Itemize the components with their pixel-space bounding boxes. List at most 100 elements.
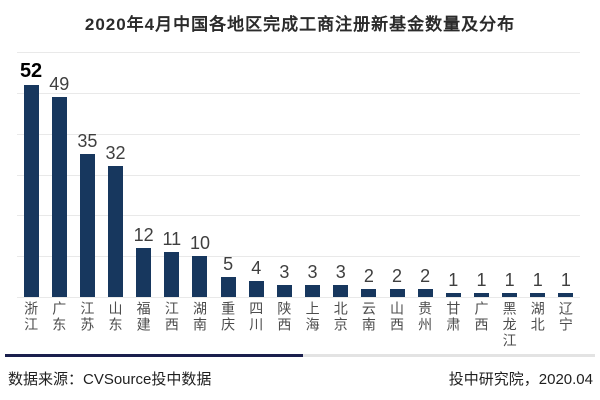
x-label: 福建 bbox=[135, 301, 152, 333]
value-label: 1 bbox=[532, 269, 543, 290]
value-label: 2 bbox=[392, 265, 403, 286]
x-label-cell: 重庆 bbox=[214, 301, 242, 349]
bar-column: 3 bbox=[270, 52, 298, 297]
bar-column: 3 bbox=[298, 52, 326, 297]
x-label-cell: 广西 bbox=[467, 301, 495, 349]
bar-column: 1 bbox=[496, 52, 524, 297]
bar bbox=[333, 284, 349, 297]
x-label-cell: 陕西 bbox=[270, 301, 298, 349]
value-label: 11 bbox=[162, 229, 182, 250]
gridline bbox=[17, 215, 580, 217]
bar bbox=[108, 166, 124, 297]
plot-area: 52 49 35 32 12 11 10 5 4 3 3 3 2 2 2 1 1 1 1 1 bbox=[17, 52, 580, 298]
bar-column: 49 bbox=[45, 52, 73, 297]
x-label-cell: 黑龙江 bbox=[496, 301, 524, 349]
bar-column: 11 bbox=[158, 52, 186, 297]
value-label: 2 bbox=[363, 265, 374, 286]
bar-column: 1 bbox=[552, 52, 580, 297]
x-label: 广东 bbox=[51, 301, 68, 333]
value-label: 52 bbox=[19, 59, 43, 82]
x-label: 山西 bbox=[389, 301, 406, 333]
x-label-cell: 四川 bbox=[242, 301, 270, 349]
value-label: 12 bbox=[133, 225, 154, 245]
bar-column: 1 bbox=[467, 52, 495, 297]
x-label-cell: 上海 bbox=[298, 301, 326, 349]
value-label: 10 bbox=[189, 233, 210, 254]
bar bbox=[23, 84, 39, 297]
bar-column: 35 bbox=[73, 52, 101, 297]
x-label-cell: 江西 bbox=[158, 301, 186, 349]
bar bbox=[558, 292, 574, 297]
x-label-cell: 浙江 bbox=[17, 301, 45, 349]
bar bbox=[220, 276, 236, 297]
gridline bbox=[17, 52, 580, 53]
bar bbox=[473, 292, 489, 297]
bar-column: 3 bbox=[327, 52, 355, 297]
x-label: 湖北 bbox=[529, 301, 546, 333]
bar-column: 2 bbox=[355, 52, 383, 297]
gridline bbox=[17, 133, 580, 135]
bar bbox=[276, 284, 292, 297]
value-label: 3 bbox=[279, 261, 290, 282]
x-label: 上海 bbox=[304, 301, 321, 333]
x-label: 四川 bbox=[248, 301, 265, 333]
gridline bbox=[17, 92, 580, 94]
bar-column: 4 bbox=[242, 52, 270, 297]
bar-column: 12 bbox=[130, 52, 158, 297]
bar bbox=[445, 292, 461, 297]
value-label: 1 bbox=[448, 269, 459, 290]
value-label: 49 bbox=[49, 73, 70, 94]
bar bbox=[530, 292, 546, 297]
gridline bbox=[17, 297, 580, 298]
chart-title: 2020年4月中国各地区完成工商注册新基金数量及分布 bbox=[84, 15, 516, 34]
bar bbox=[51, 96, 67, 297]
bar bbox=[136, 248, 152, 297]
x-label-cell: 湖南 bbox=[186, 301, 214, 349]
x-label-cell: 广东 bbox=[45, 301, 73, 349]
value-label: 4 bbox=[251, 257, 262, 278]
x-label-cell: 湖北 bbox=[524, 301, 552, 349]
x-label-cell: 福建 bbox=[130, 301, 158, 349]
bar bbox=[389, 288, 405, 297]
x-label: 广西 bbox=[473, 301, 490, 333]
x-label: 浙江 bbox=[23, 301, 40, 333]
bar bbox=[248, 280, 264, 297]
x-label: 贵州 bbox=[417, 301, 434, 333]
divider-rest-line bbox=[303, 354, 595, 357]
x-label-cell: 甘肃 bbox=[439, 301, 467, 349]
value-label: 32 bbox=[105, 143, 126, 164]
bar-column: 2 bbox=[411, 52, 439, 297]
bar bbox=[361, 288, 377, 297]
x-label-cell: 山东 bbox=[101, 301, 129, 349]
bar-column: 5 bbox=[214, 52, 242, 297]
value-label: 1 bbox=[560, 269, 571, 290]
footer: 数据来源：CVSource投中数据 投中研究院，2020.04 bbox=[8, 368, 593, 389]
x-label-cell: 云南 bbox=[355, 301, 383, 349]
gridline bbox=[17, 174, 580, 176]
bar-series: 52 49 35 32 12 11 10 5 4 3 3 3 2 2 2 1 1 1 1 1 bbox=[17, 52, 580, 297]
x-label: 辽宁 bbox=[557, 301, 574, 333]
bar bbox=[164, 252, 180, 297]
bar-column: 32 bbox=[101, 52, 129, 297]
x-label: 湖南 bbox=[191, 301, 208, 333]
bar bbox=[417, 288, 433, 297]
x-label-cell: 北京 bbox=[327, 301, 355, 349]
x-label: 甘肃 bbox=[445, 301, 462, 333]
value-label: 1 bbox=[476, 269, 487, 290]
value-label: 5 bbox=[223, 253, 234, 274]
bar-column: 1 bbox=[524, 52, 552, 297]
x-label-cell: 山西 bbox=[383, 301, 411, 349]
x-label: 陕西 bbox=[276, 301, 293, 333]
bar bbox=[192, 256, 208, 297]
x-label-cell: 江苏 bbox=[73, 301, 101, 349]
value-label: 1 bbox=[504, 269, 515, 290]
x-label: 江西 bbox=[163, 301, 180, 333]
x-label: 北京 bbox=[332, 301, 349, 333]
x-label-cell: 辽宁 bbox=[552, 301, 580, 349]
x-label: 山东 bbox=[107, 301, 124, 333]
x-label-cell: 贵州 bbox=[411, 301, 439, 349]
bar bbox=[79, 154, 95, 297]
bar bbox=[305, 284, 321, 297]
bar bbox=[502, 292, 518, 297]
